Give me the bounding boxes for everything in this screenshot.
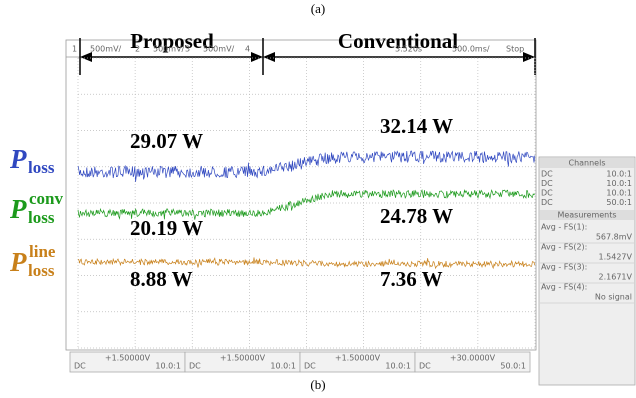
measurement-label: Avg - FS(4): <box>541 283 587 292</box>
measurement-value: 567.8mV <box>596 233 633 242</box>
time-position: 3.520s <box>395 45 422 54</box>
timebase: 500.0ms/ <box>452 45 490 54</box>
reading: 8.88 W <box>130 267 193 291</box>
measurement-value: 2.1671V <box>599 273 633 282</box>
channel-ratio: 10.0:1 <box>606 179 632 188</box>
panel-title: Channels <box>568 159 605 168</box>
trace-superscript: conv <box>29 189 64 208</box>
channel-ratio: 10.0:1 <box>385 362 411 371</box>
channel-coupling: DC <box>541 170 553 179</box>
channel-ratio: 10.0:1 <box>155 362 181 371</box>
channel-number: 2 <box>135 45 140 54</box>
channel-coupling: DC <box>541 189 553 198</box>
channel-coupling: DC <box>541 198 553 207</box>
measurement-value: No signal <box>595 293 632 302</box>
channel-number: 1 <box>72 45 77 54</box>
scope-screen <box>66 40 536 350</box>
reading: 29.07 W <box>130 129 203 153</box>
channel-coupling: DC <box>189 362 201 371</box>
channel-offset: +1.50000V <box>335 354 381 363</box>
trace-subscript: loss <box>28 261 55 280</box>
channel-number: 3 <box>185 45 190 54</box>
channel-scale: 500mV/ <box>90 45 122 54</box>
channel-coupling: DC <box>541 179 553 188</box>
measurement-value: 1.5427V <box>599 253 633 262</box>
measurement-label: Avg - FS(3): <box>541 263 587 272</box>
channel-offset: +30.0000V <box>450 354 496 363</box>
trace-symbol: P <box>9 194 27 224</box>
channel-number: 4 <box>245 45 250 54</box>
reading: 24.78 W <box>380 204 453 228</box>
channel-scale: 500mV/ <box>153 45 185 54</box>
channel-coupling: DC <box>74 362 86 371</box>
trace-subscript: loss <box>28 158 55 177</box>
reading: 7.36 W <box>380 267 443 291</box>
figure: (a)(b)ProposedConventional1500mV/2500mV/… <box>0 0 636 398</box>
caption: (a) <box>311 1 325 16</box>
trace-symbol: P <box>9 144 27 174</box>
channel-coupling: DC <box>304 362 316 371</box>
panel-title: Measurements <box>557 211 616 220</box>
trace-symbol: P <box>9 247 27 277</box>
channel-ratio: 10.0:1 <box>606 189 632 198</box>
channel-ratio: 50.0:1 <box>500 362 526 371</box>
channel-offset: +1.50000V <box>105 354 151 363</box>
caption: (b) <box>310 377 325 392</box>
reading: 20.19 W <box>130 216 203 240</box>
channel-coupling: DC <box>419 362 431 371</box>
trace-subscript: loss <box>28 208 55 227</box>
run-state: Stop <box>506 45 524 54</box>
trace-superscript: line <box>29 242 56 261</box>
reading: 32.14 W <box>380 114 453 138</box>
channel-offset: +1.50000V <box>220 354 266 363</box>
measurement-label: Avg - FS(2): <box>541 243 587 252</box>
channel-scale: 500mV/ <box>203 45 235 54</box>
channel-ratio: 10.0:1 <box>606 170 632 179</box>
channel-ratio: 10.0:1 <box>270 362 296 371</box>
channel-ratio: 50.0:1 <box>606 198 632 207</box>
measurement-label: Avg - FS(1): <box>541 223 587 232</box>
